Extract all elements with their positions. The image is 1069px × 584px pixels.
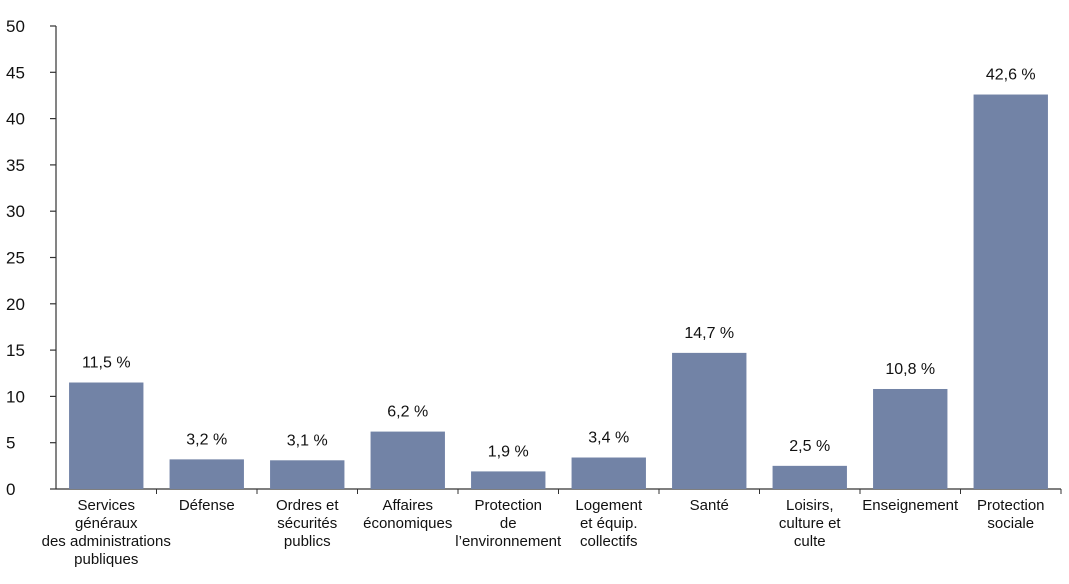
data-label: 6,2 % [387, 404, 428, 421]
data-labels: 11,5 % 3,2 % 3,1 % 6,2 % 1,9 % 3,4 % 14,7 % 2,5… [82, 67, 1036, 461]
data-label: 3,4 % [588, 430, 629, 447]
bar [873, 388, 948, 489]
category-label: Affaires économiques [363, 497, 452, 532]
category-label-line: sécurités [277, 515, 337, 532]
data-label: 14,7 % [684, 325, 734, 342]
category-label-line: des administrations [42, 533, 171, 550]
category-label-line: économiques [363, 515, 452, 532]
category-labels: Services généraux des administrations publi… [42, 489, 1062, 568]
y-tick-label: 35 [6, 156, 25, 175]
bar [370, 431, 445, 489]
data-label: 3,2 % [186, 431, 227, 448]
y-tick-label: 20 [6, 295, 25, 314]
category-label-line: sociale [987, 515, 1034, 532]
category-label-line: Services [77, 497, 135, 514]
category-label-line: Logement [575, 497, 643, 514]
y-tick-label: 25 [6, 249, 25, 268]
y-tick-label: 5 [6, 434, 15, 453]
bar [571, 457, 646, 489]
data-label: 2,5 % [789, 438, 830, 455]
bar [973, 94, 1048, 490]
y-tick-label: 40 [6, 110, 25, 129]
category-label: Défense [179, 497, 235, 514]
bar [772, 465, 847, 489]
category-label: Services généraux des administrations publi… [42, 497, 171, 568]
y-tick-label: 10 [6, 387, 25, 406]
y-tick-label: 15 [6, 341, 25, 360]
category-label-line: Protection [977, 497, 1045, 514]
category-label-line: publics [284, 533, 331, 550]
bar [270, 460, 345, 489]
y-tick-label: 45 [6, 63, 25, 82]
bars [69, 94, 1048, 490]
y-axis-ticks: 0 5 10 15 20 25 30 35 40 45 50 [6, 17, 56, 499]
category-label: Protection sociale [977, 497, 1045, 532]
category-label-line: et équip. [580, 515, 638, 532]
category-label-line: Affaires [382, 497, 433, 514]
category-label-line: l’environnement [455, 533, 562, 550]
data-label: 3,1 % [287, 432, 328, 449]
category-label-line: Protection [474, 497, 542, 514]
category-label-line: collectifs [580, 533, 638, 550]
data-label: 10,8 % [885, 361, 935, 378]
y-tick-label: 0 [6, 480, 15, 499]
data-label: 11,5 % [82, 355, 131, 372]
bar [672, 352, 747, 489]
category-label: Santé [690, 497, 729, 514]
category-label-line: Enseignement [862, 497, 959, 514]
category-label-line: Ordres et [276, 497, 339, 514]
category-label-line: culture et [779, 515, 842, 532]
category-label: Protection de l’environnement [455, 497, 562, 550]
bar [69, 382, 144, 489]
data-label: 42,6 % [986, 67, 1036, 84]
category-label: Loisirs, culture et culte [779, 497, 842, 550]
category-label: Logement et équip. collectifs [575, 497, 643, 550]
category-label-line: Défense [179, 497, 235, 514]
category-label-line: publiques [74, 551, 138, 568]
category-label: Ordres et sécurités publics [276, 497, 339, 550]
category-label-line: de [500, 515, 517, 532]
category-label-line: généraux [75, 515, 138, 532]
bar [169, 459, 244, 489]
y-tick-label: 50 [6, 17, 25, 36]
category-label-line: culte [794, 533, 826, 550]
bar [471, 471, 546, 489]
category-label-line: Loisirs, [786, 497, 834, 514]
category-label-line: Santé [690, 497, 729, 514]
y-tick-label: 30 [6, 202, 25, 221]
data-label: 1,9 % [488, 443, 529, 460]
category-label: Enseignement [862, 497, 959, 514]
